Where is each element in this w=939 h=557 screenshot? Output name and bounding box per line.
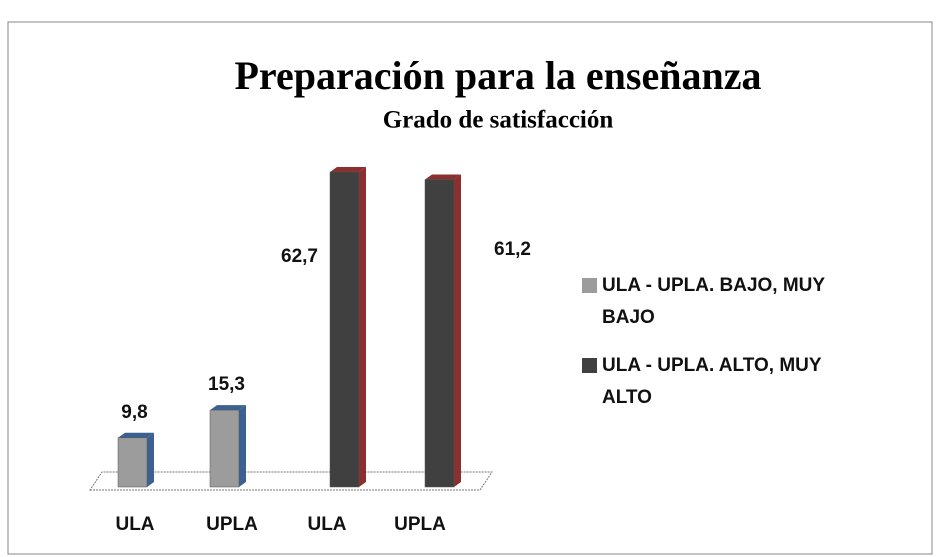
bar-face	[210, 405, 246, 411]
bar-face	[424, 179, 455, 488]
legend-label: ULA - UPLA. ALTO, MUY ALTO	[602, 355, 822, 408]
x-tick-label: ULA	[307, 514, 346, 535]
x-tick-label: UPLA	[206, 514, 258, 535]
bar-face	[425, 174, 461, 180]
bar-face	[359, 167, 366, 487]
chart-title: Preparación para la enseñanza	[234, 53, 761, 98]
bar	[424, 174, 461, 488]
bar-face	[147, 432, 154, 487]
bar-face	[118, 432, 154, 438]
bar-face	[117, 437, 148, 488]
bar-face	[329, 171, 360, 488]
data-label: 62,7	[281, 246, 318, 267]
floor	[89, 471, 493, 491]
bar	[209, 405, 246, 488]
data-label: 61,2	[494, 239, 531, 260]
legend-swatch	[582, 278, 597, 293]
bar-face	[330, 167, 366, 172]
x-tick-label: UPLA	[394, 514, 446, 535]
bar	[329, 167, 366, 488]
chart-subtitle: Grado de satisfacción	[383, 107, 614, 134]
bar	[117, 432, 154, 488]
chart-frame	[7, 21, 933, 555]
bar-face	[454, 174, 461, 487]
x-tick-label: ULA	[115, 514, 154, 535]
legend-swatch	[582, 358, 597, 373]
legend-label: ULA - UPLA. BAJO, MUY BAJO	[602, 275, 825, 328]
data-label: 9,8	[121, 402, 147, 423]
data-label: 15,3	[208, 374, 245, 395]
bar-face	[209, 409, 240, 488]
bar-face	[239, 405, 246, 487]
